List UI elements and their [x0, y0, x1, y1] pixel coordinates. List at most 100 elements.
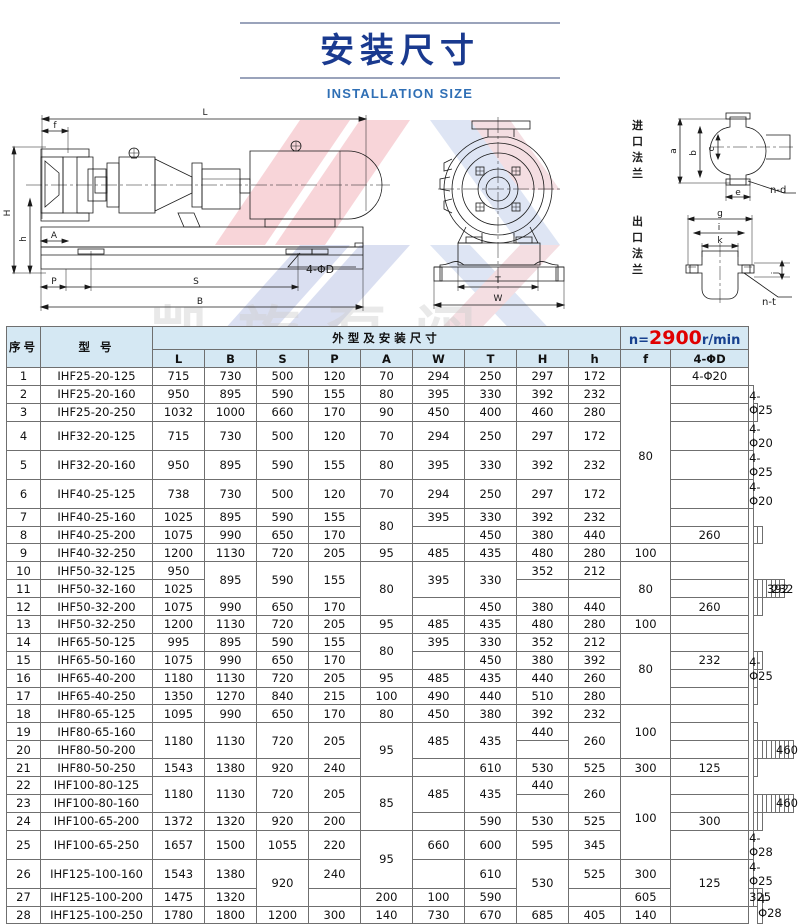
cell-T: 250 — [464, 420, 517, 451]
cell-model: IHF65-40-250 — [40, 686, 153, 706]
cell-h: 280 — [567, 686, 622, 706]
svg-text:W: W — [494, 294, 503, 304]
cell-H: 595 — [516, 829, 569, 860]
cell-h: 260 — [670, 597, 750, 616]
cell-W: 485 — [412, 722, 465, 760]
cell-model: IHF65-40-200 — [40, 668, 153, 688]
cell-H: 460 — [516, 402, 569, 422]
cell-A: 80 — [360, 384, 413, 404]
th-col-h: h — [567, 349, 622, 368]
cell-S — [308, 887, 361, 907]
cell-S: 590 — [256, 632, 309, 652]
cell-D: 4-Φ28 — [748, 829, 773, 860]
svg-text:进: 进 — [632, 118, 643, 132]
cell-h: 260 — [670, 525, 750, 545]
cell-B: 1800 — [204, 905, 257, 924]
cell-T: 435 — [464, 543, 517, 563]
th-col-S: S — [256, 349, 309, 368]
cell-H: 392 — [765, 579, 789, 599]
rpm-unit: r/min — [701, 333, 741, 349]
cell-A: 70 — [360, 366, 413, 386]
svg-text:n-d: n-d — [770, 185, 786, 196]
cell-f — [670, 668, 750, 688]
cell-f: 100 — [620, 776, 672, 860]
cell-H: 392 — [516, 384, 569, 404]
cell-H: 440 — [567, 597, 622, 616]
cell-model: IHF100-65-250 — [40, 829, 153, 860]
th-col-f: f — [620, 349, 672, 368]
cell-B: 730 — [204, 478, 257, 509]
cell-L: 995 — [152, 632, 205, 652]
cell-L: 1025 — [152, 579, 205, 599]
cell-index: 19 — [6, 722, 41, 742]
cell-W: 485 — [412, 543, 465, 563]
cell-model: IHF100-65-200 — [40, 811, 153, 831]
cell-P: 300 — [308, 905, 361, 924]
cell-L: 1075 — [152, 597, 205, 616]
cell-H: 440 — [516, 776, 569, 795]
cell-L: 1350 — [152, 686, 205, 706]
cell-T: 440 — [464, 686, 517, 706]
cell-L: 950 — [152, 561, 205, 581]
cell-model: IHF25-20-160 — [40, 384, 153, 404]
svg-text:口: 口 — [632, 135, 643, 148]
th-col-L: L — [152, 349, 205, 368]
cell-S: 920 — [256, 858, 309, 907]
svg-text:口: 口 — [632, 231, 643, 244]
cell-A: 140 — [360, 905, 413, 924]
cell-h: 300 — [620, 858, 672, 889]
cell-W: 660 — [412, 829, 465, 860]
cell-D — [752, 758, 759, 778]
cell-P: 120 — [308, 420, 361, 451]
cell-B: 990 — [204, 525, 257, 545]
cell-D: 4-Φ28 — [757, 887, 782, 924]
cell-D — [670, 543, 750, 563]
cell-h: 172 — [567, 478, 622, 509]
cell-B: 895 — [204, 632, 257, 652]
cell-h: 260 — [567, 668, 622, 688]
cell-W: 395 — [412, 561, 465, 599]
cell-D — [670, 905, 750, 924]
cell-H: 297 — [516, 478, 569, 509]
cell-f — [670, 722, 750, 742]
cell-model: IHF125-100-160 — [40, 858, 153, 889]
cell-B: 1130 — [204, 543, 257, 563]
table-row: 17 IHF65-40-250 1350 1270 840 215 100 490 440 510… — [6, 686, 794, 706]
svg-text:出: 出 — [632, 214, 643, 228]
cell-f: 100 — [620, 704, 672, 760]
cell-f — [783, 740, 790, 760]
cell-P: 200 — [308, 811, 361, 831]
cell-P: 200 — [360, 887, 413, 907]
cell-L: 950 — [152, 384, 205, 404]
svg-text:H: H — [3, 210, 13, 217]
svg-text:法: 法 — [632, 150, 643, 164]
svg-text:j: j — [771, 272, 781, 276]
cell-index: 26 — [6, 858, 41, 889]
cell-H: 460 — [774, 793, 798, 813]
cell-index: 12 — [6, 597, 41, 616]
cell-H: 510 — [516, 686, 569, 706]
cell-model: IHF40-25-125 — [40, 478, 153, 509]
cell-D: 4-Φ25 — [748, 507, 773, 831]
cell-index: 25 — [6, 829, 41, 860]
cell-W: 450 — [464, 525, 517, 545]
cell-H: 440 — [567, 525, 622, 545]
cell-h: 172 — [567, 420, 622, 451]
svg-text:兰: 兰 — [632, 262, 643, 276]
svg-text:k: k — [717, 236, 723, 246]
cell-index: 9 — [6, 543, 41, 563]
cell-W: 590 — [464, 811, 517, 831]
cell-model: IHF50-32-200 — [40, 597, 153, 616]
svg-text:f: f — [53, 121, 57, 131]
table-head-row-2: L B S P A W T H h f 4-ΦD — [7, 349, 794, 368]
rpm-value: 2900 — [649, 327, 702, 350]
cell-P: 205 — [308, 543, 361, 563]
cell-h: 232 — [567, 507, 622, 527]
table-row: 1 IHF25-20-125 715 730 500 120 70 294 250 297 172 8… — [6, 366, 794, 545]
cell-P: 240 — [308, 758, 361, 778]
cell-L: 1095 — [152, 704, 205, 724]
cell-D — [670, 632, 750, 652]
cell-H: 440 — [516, 668, 569, 688]
cell-W: 485 — [412, 668, 465, 688]
cell-D — [670, 615, 750, 634]
